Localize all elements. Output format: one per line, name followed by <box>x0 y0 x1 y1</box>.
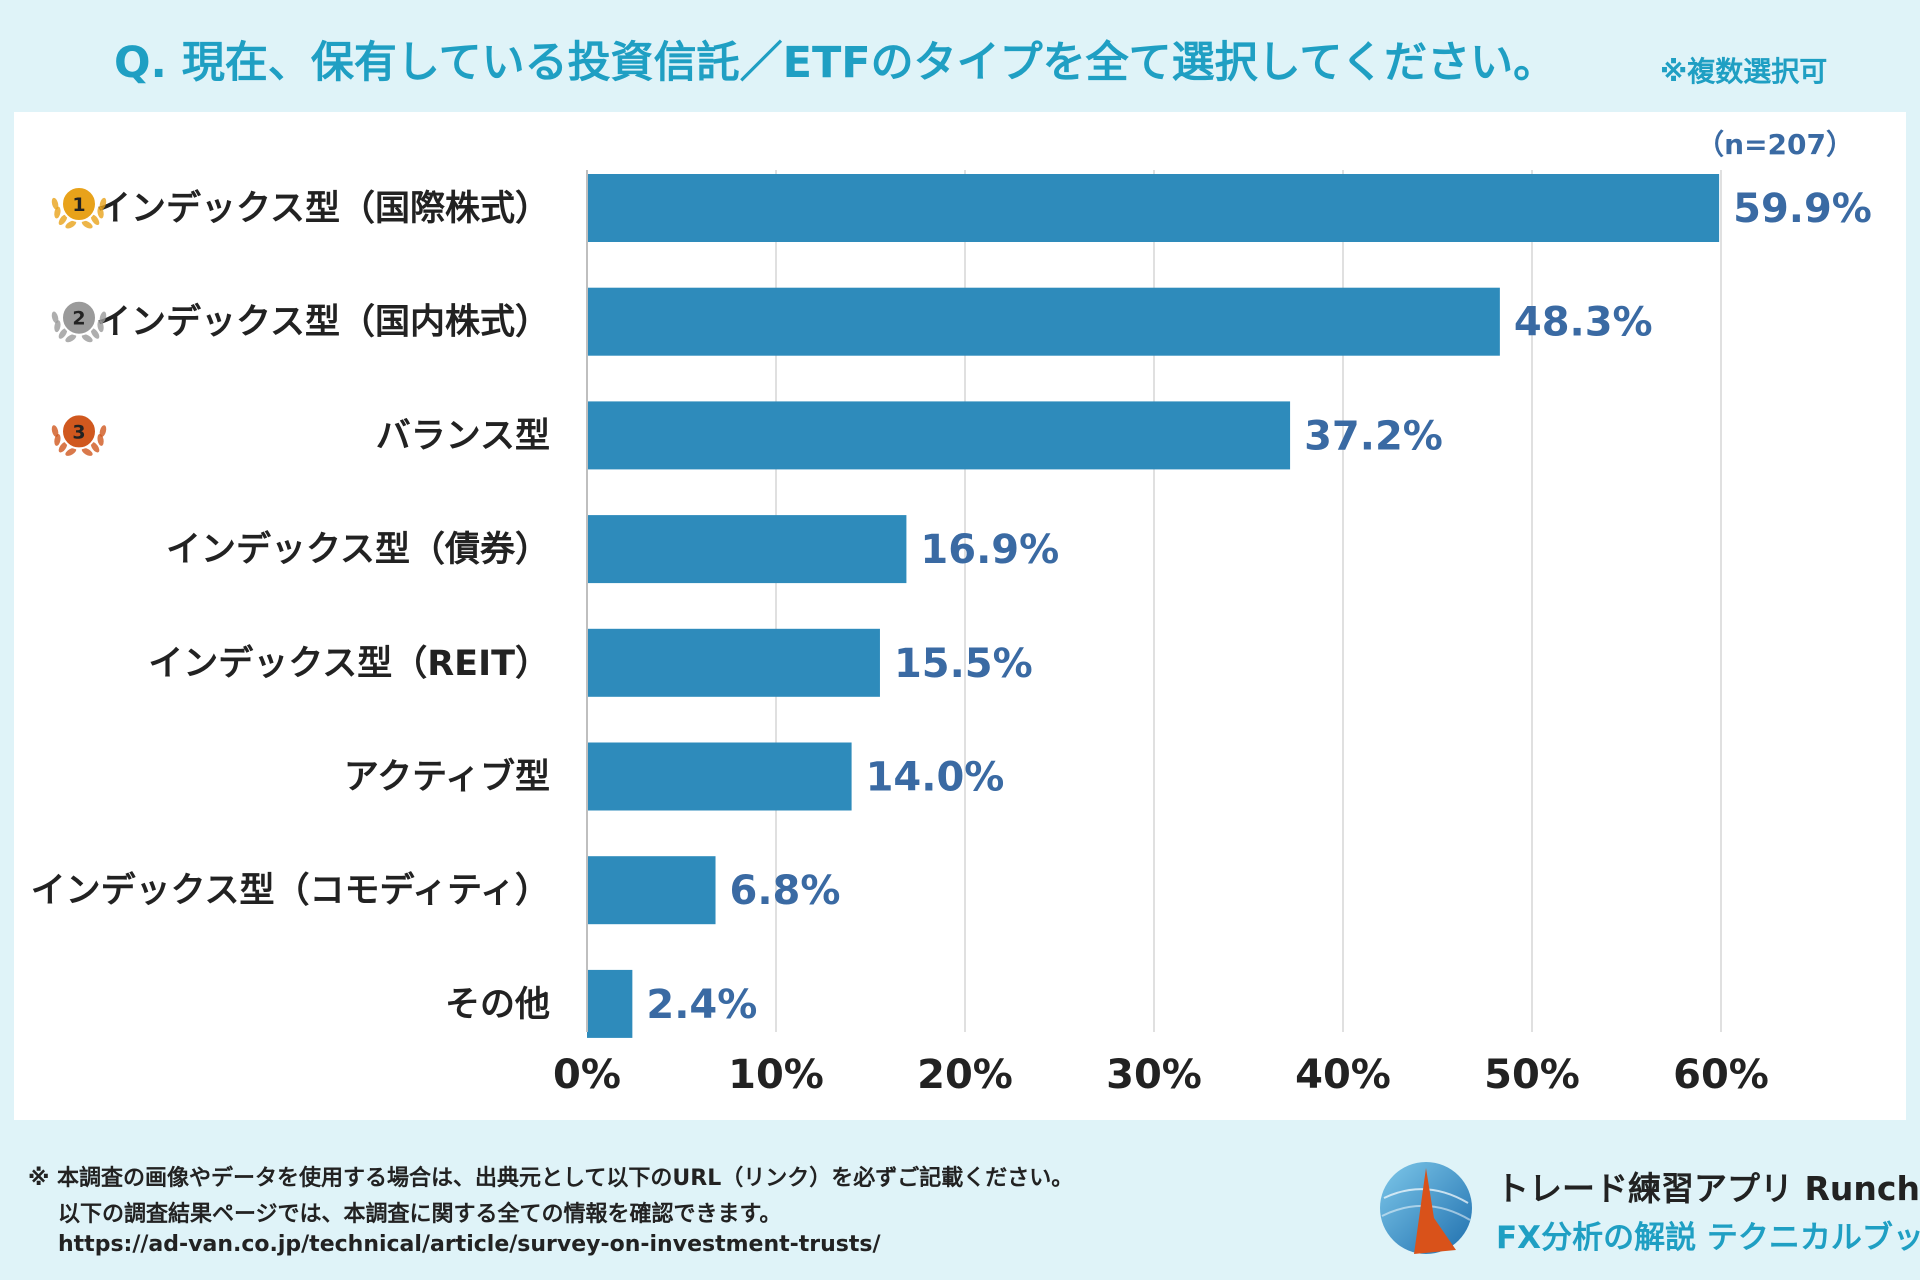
chart-panel: 0% 10% 20% 30% 40% 50% 60% （n=207） 59.9% インデックス型（… <box>14 112 1906 1120</box>
bar <box>587 174 1720 242</box>
value-label: 6.8% <box>730 868 841 914</box>
bar-chart: 0% 10% 20% 30% 40% 50% 60% （n=207） 59.9% インデックス型（… <box>31 128 1872 1098</box>
laurel-icon <box>51 311 107 343</box>
brand-app-name: トレード練習アプリ Runcha <box>1496 1169 1920 1208</box>
x-tick-label: 0% <box>553 1052 621 1098</box>
laurel-icon <box>51 197 107 229</box>
category-label: バランス型 <box>376 416 550 456</box>
laurel-icon <box>51 425 107 456</box>
category-label: インデックス型（REIT） <box>148 643 550 684</box>
results-page-notice: 以下の調査結果ページでは、本調査に関する全ての情報を確認できます。 <box>58 1202 782 1227</box>
question-title: Q. 現在、保有している投資信託／ETFのタイプを全て選択してください。 <box>114 38 1557 88</box>
rank-medal-icon <box>61 413 97 450</box>
value-label: 14.0% <box>866 755 1005 801</box>
title-bar: Q. 現在、保有している投資信託／ETFのタイプを全て選択してください。 ※複数… <box>0 18 1920 98</box>
x-tick-label: 50% <box>1484 1052 1580 1098</box>
rank-medal-icon <box>61 299 97 336</box>
bar <box>587 287 1500 356</box>
x-tick-label: 30% <box>1106 1052 1202 1098</box>
runcha-logo-icon <box>1376 1158 1476 1258</box>
x-tick-label: 10% <box>728 1052 824 1098</box>
footer: ※ 本調査の画像やデータを使用する場合は、出典元として以下のURL（リンク）を必… <box>0 1130 1920 1280</box>
x-tick-label: 20% <box>917 1052 1013 1098</box>
category-label: インデックス型（国内株式） <box>96 302 550 343</box>
source-url-link[interactable]: https://ad-van.co.jp/technical/article/s… <box>58 1232 881 1257</box>
bar <box>587 515 907 584</box>
usage-notice: ※ 本調査の画像やデータを使用する場合は、出典元として以下のURL（リンク）を必… <box>28 1166 1074 1191</box>
value-label: 16.9% <box>920 527 1059 573</box>
bar <box>587 856 716 925</box>
value-label: 59.9% <box>1733 186 1872 232</box>
rank-number: 3 <box>72 421 85 443</box>
category-label: インデックス型（国際株式） <box>96 188 550 229</box>
value-label: 15.5% <box>894 641 1033 687</box>
x-tick-label: 40% <box>1295 1052 1391 1098</box>
bar <box>587 628 880 697</box>
brand-subtitle: FX分析の解説 テクニカルブック <box>1496 1220 1920 1256</box>
x-tick-label: 60% <box>1673 1052 1769 1098</box>
value-label: 37.2% <box>1304 413 1443 459</box>
value-label: 2.4% <box>646 982 757 1028</box>
multiple-choice-note: ※複数選択可 <box>1660 55 1828 88</box>
bar <box>587 742 852 811</box>
rank-number: 2 <box>72 308 85 330</box>
category-label: アクティブ型 <box>344 757 550 798</box>
bar <box>587 401 1291 470</box>
rank-number: 1 <box>72 194 85 216</box>
category-label: その他 <box>445 985 550 1025</box>
category-label: インデックス型（債券） <box>166 529 550 570</box>
value-label: 48.3% <box>1514 300 1653 346</box>
sample-size-label: （n=207） <box>1696 128 1854 161</box>
bar <box>587 969 633 1038</box>
rank-medal-icon <box>61 186 97 222</box>
category-label: インデックス型（コモディティ） <box>31 870 550 911</box>
